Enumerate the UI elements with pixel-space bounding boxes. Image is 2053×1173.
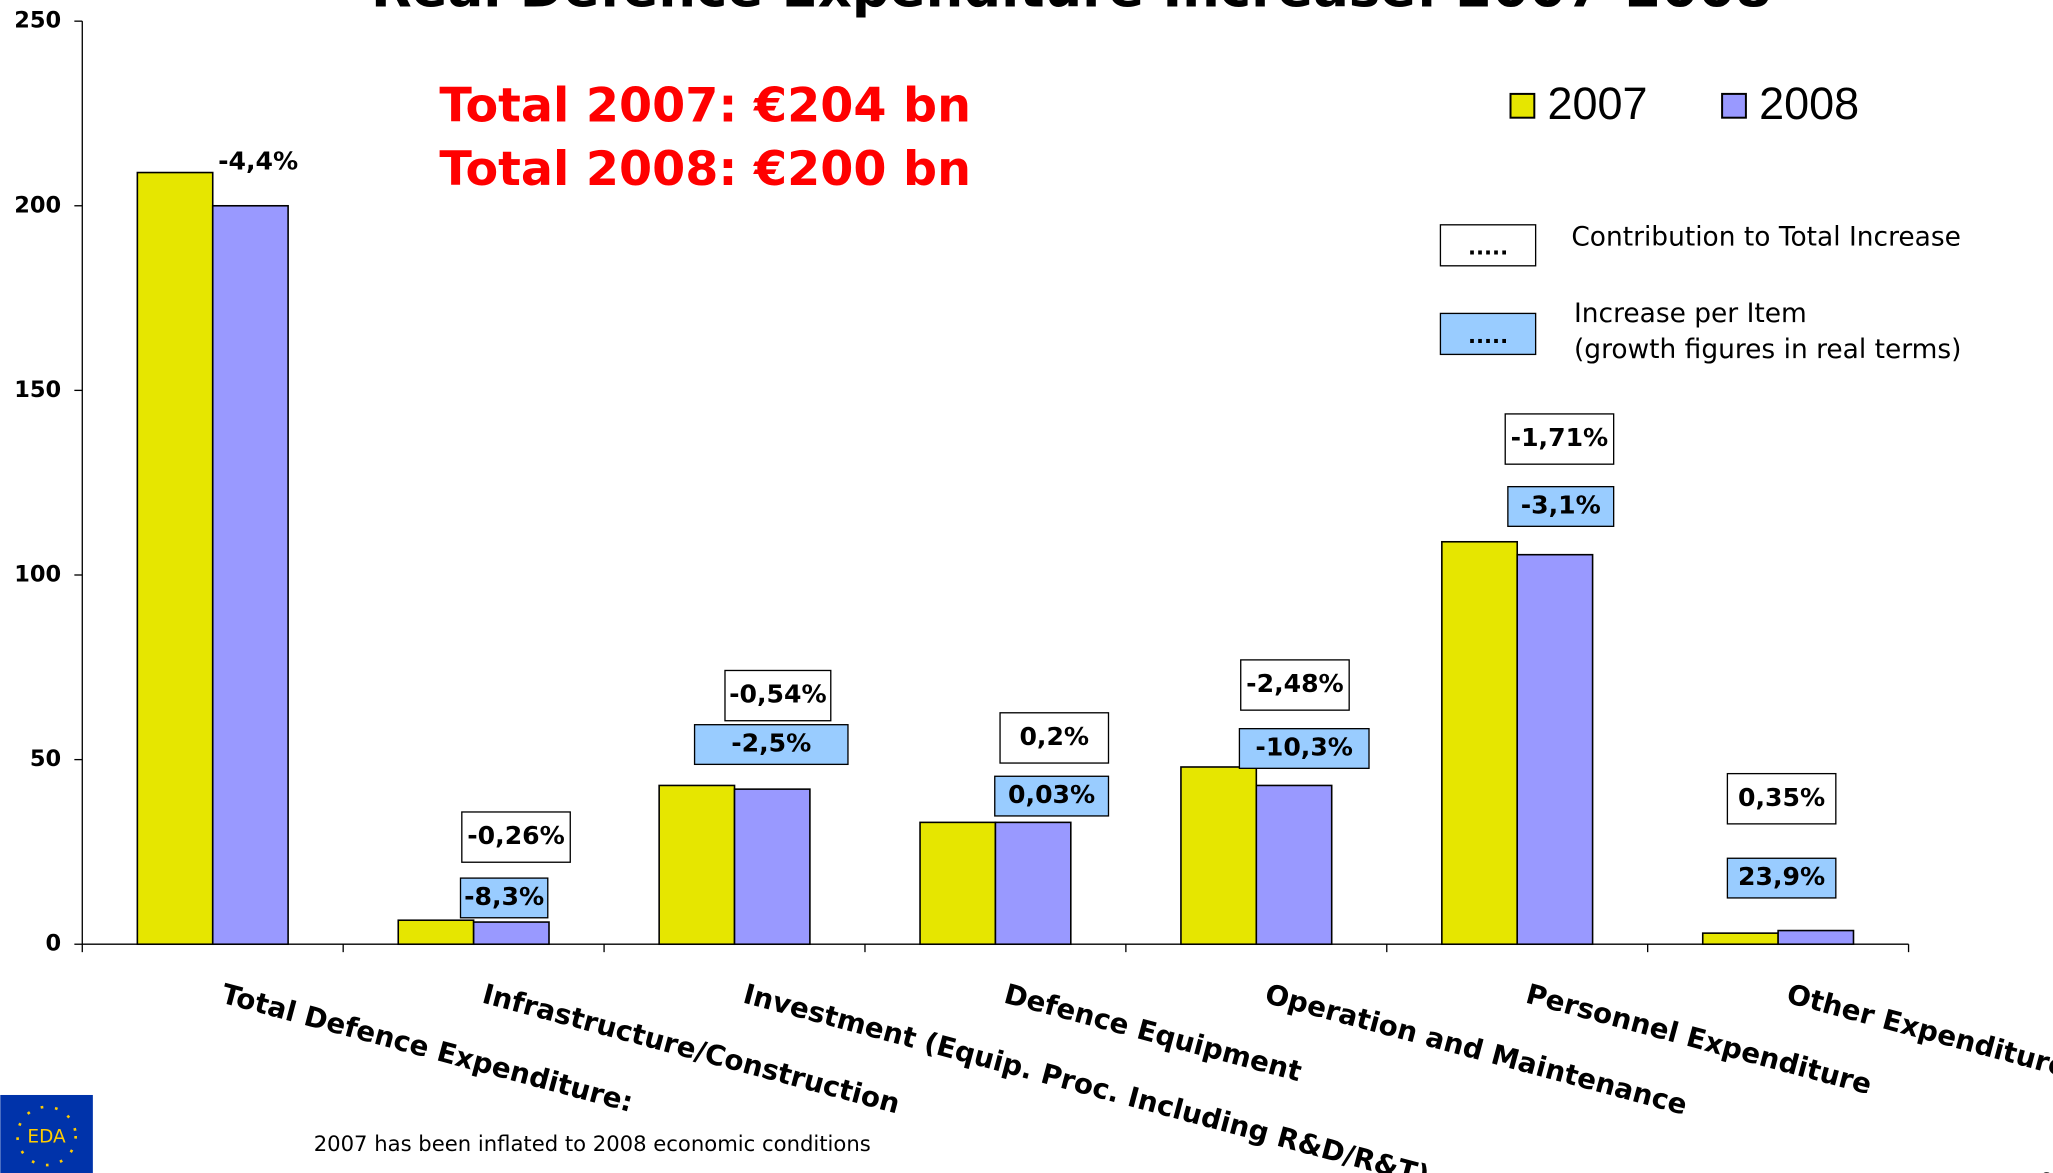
key-increase-box (1439, 312, 1537, 356)
increase-label: -2,5% (731, 729, 811, 758)
increase-box (994, 775, 1110, 817)
contribution-box (1240, 659, 1350, 711)
increase-box (693, 724, 849, 766)
y-tick-label: 250 (14, 8, 61, 34)
bar (1180, 766, 1258, 946)
contribution-label: -4,4% (218, 147, 298, 176)
contribution-box (461, 811, 571, 863)
total-2008: Total 2008: €200 bn (439, 142, 971, 197)
key-increase-note: (growth figures in real terms) (1574, 334, 1962, 365)
bar (136, 171, 214, 946)
key-increase-text: Increase per Item (1574, 298, 1807, 329)
logo-stars (16, 1105, 77, 1167)
legend-label: 2007 (1548, 78, 1648, 129)
contribution-label: -0,54% (729, 680, 827, 709)
chart-title: Real Defence Expenditure Increase: 2007-… (371, 0, 1772, 20)
y-tick-label: 150 (14, 377, 61, 403)
increase-label: -10,3% (1255, 732, 1353, 761)
bar (658, 784, 736, 946)
increase-box (1507, 485, 1615, 527)
bar (733, 788, 811, 946)
bar (1441, 540, 1519, 946)
key-contribution-box (1439, 224, 1537, 267)
bar (919, 821, 997, 946)
increase-box (1238, 728, 1370, 769)
y-tick-label: 0 (45, 931, 61, 957)
legend-swatch (1721, 92, 1747, 119)
increase-label: -3,1% (1521, 490, 1601, 519)
x-tick-label: Total Defence Expenditure: (218, 977, 637, 1119)
bar (1701, 932, 1779, 946)
y-tick-label: 200 (14, 192, 61, 218)
contribution-box (724, 669, 832, 722)
key-symbol: ..... (1468, 235, 1508, 260)
page-number: 6 (2039, 1170, 2051, 1173)
logo-text: EDA (27, 1126, 66, 1147)
increase-box (1726, 857, 1837, 899)
contribution-box (999, 712, 1110, 764)
increase-label: 23,9% (1738, 862, 1825, 891)
increase-label: 0,03% (1008, 780, 1095, 809)
total-2007: Total 2007: €204 bn (439, 78, 971, 133)
increase-label: -8,3% (464, 882, 544, 911)
bar (994, 821, 1072, 946)
x-tick-label: Operation and Maintenance (1262, 977, 1691, 1122)
y-tick-label: 50 (30, 746, 61, 772)
bar (211, 204, 289, 946)
logo-background (0, 1094, 93, 1173)
bar (1255, 784, 1333, 946)
contribution-label: 0,2% (1019, 722, 1089, 751)
footnote: 2007 has been inflated to 2008 economic … (314, 1131, 871, 1156)
contribution-box (1726, 772, 1837, 825)
key-contribution-text: Contribution to Total Increase (1571, 222, 1961, 253)
bar (1516, 553, 1594, 946)
bar (397, 919, 475, 946)
contribution-label: 0,35% (1738, 783, 1825, 812)
bar (472, 921, 550, 946)
contribution-box (1504, 413, 1615, 465)
contribution-label: -2,48% (1246, 669, 1344, 698)
legend-swatch (1509, 92, 1536, 119)
legend-label: 2008 (1759, 78, 1859, 129)
contribution-label: -0,26% (467, 821, 565, 850)
x-tick-label: Infrastructure/Construction (479, 977, 903, 1120)
increase-box (459, 877, 549, 919)
y-tick-label: 100 (14, 561, 61, 587)
bar (1777, 929, 1855, 946)
key-symbol: ..... (1468, 323, 1508, 348)
contribution-label: -1,71% (1511, 423, 1609, 452)
